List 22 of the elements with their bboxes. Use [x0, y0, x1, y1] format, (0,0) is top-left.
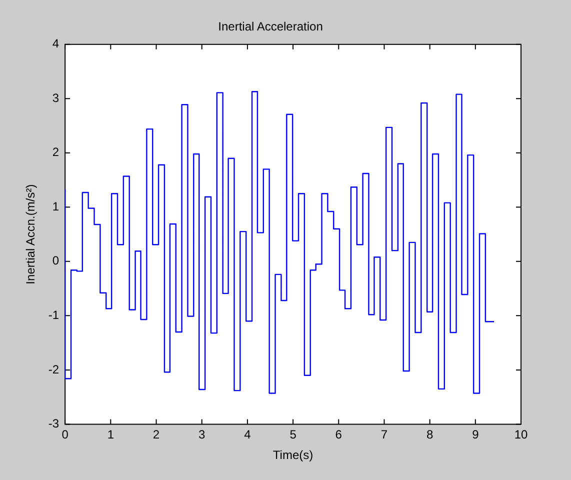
y-tick-label: 2: [52, 145, 60, 160]
x-tick-label: 2: [152, 428, 160, 442]
x-tick-label: 10: [514, 428, 528, 442]
x-tick-label: 8: [426, 428, 434, 442]
chart-title: Inertial Acceleration: [218, 20, 323, 34]
x-tick-label: 4: [244, 428, 252, 442]
x-tick-label: 3: [198, 428, 206, 442]
x-axis-title: Time(s): [272, 448, 314, 462]
y-axis-title: Inertial Accn.(m/s²): [24, 184, 38, 284]
y-tick-label: -2: [48, 362, 60, 376]
y-tick-label: 3: [52, 90, 60, 105]
x-tick-label: 7: [380, 428, 388, 442]
y-tick-label: -1: [48, 308, 60, 322]
y-tick-label: 0: [52, 254, 60, 268]
x-tick-label: 0: [62, 428, 69, 442]
y-tick-label: 1: [52, 199, 60, 214]
x-tick-label: 5: [290, 428, 297, 442]
y-tick-label: 4: [52, 36, 60, 51]
x-tick-label: 1: [107, 428, 114, 442]
y-tick-label: -3: [48, 416, 60, 431]
x-tick-label: 6: [335, 428, 342, 442]
x-tick-label: 9: [472, 428, 480, 442]
